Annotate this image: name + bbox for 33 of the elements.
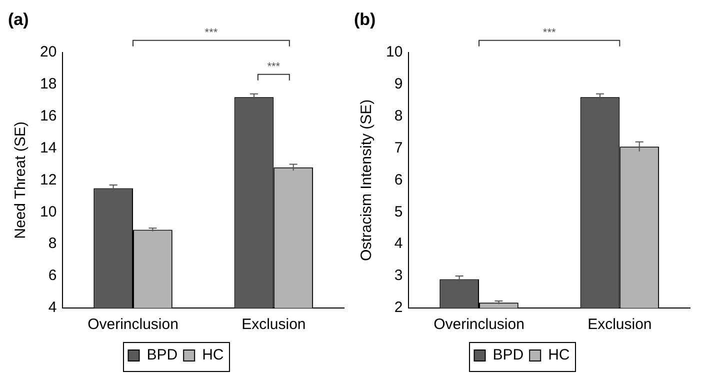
y-tick-label: 16 [40, 107, 57, 124]
annotation: *** [267, 60, 281, 73]
legend-label: BPD [146, 346, 178, 364]
x-tick-label: Overinclusion [88, 316, 178, 334]
chart-title: (b) [354, 10, 376, 29]
x-tick-label: Exclusion [242, 316, 306, 334]
y-tick-label: 4 [48, 299, 57, 316]
legend-label: BPD [492, 346, 524, 364]
y-tick-label: 20 [40, 44, 57, 61]
y-tick-label: 8 [48, 235, 57, 252]
y-tick-label: 6 [48, 267, 57, 284]
y-tick-label: 7 [394, 139, 403, 156]
y-tick-label: 8 [394, 107, 403, 124]
y-tick-label: 4 [394, 235, 403, 252]
y-tick-label: 2 [394, 299, 403, 316]
y-axis-title: Ostracism Intensity (SE) [358, 99, 376, 262]
y-tick-label: 6 [394, 171, 403, 188]
x-tick-label: Exclusion [588, 316, 652, 334]
y-tick-label: 3 [394, 267, 403, 284]
x-tick-label: Overinclusion [434, 316, 524, 334]
text: *** [204, 26, 218, 39]
legend-label: HC [548, 346, 570, 364]
y-tick-label: 14 [40, 139, 57, 156]
y-axis-title: Need Threat (SE) [12, 122, 30, 239]
y-tick-label: 10 [386, 44, 403, 61]
y-tick-label: 12 [40, 171, 57, 188]
chart-title: (a) [8, 10, 29, 29]
legend-label: HC [202, 346, 224, 364]
y-tick-label: 9 [394, 75, 403, 92]
y-tick-label: 10 [40, 203, 57, 220]
text: *** [542, 26, 556, 39]
y-tick-label: 5 [394, 203, 403, 220]
y-tick-label: 18 [40, 75, 57, 92]
